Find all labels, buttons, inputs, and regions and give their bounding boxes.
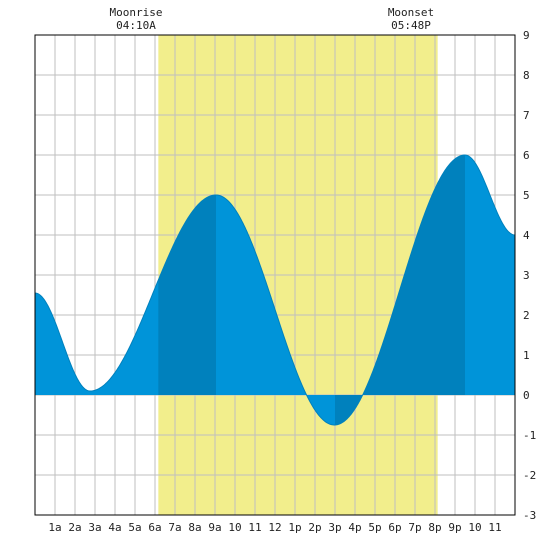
- x-tick-label: 10: [228, 521, 241, 534]
- x-tick-label: 5a: [128, 521, 141, 534]
- x-tick-label: 4a: [108, 521, 121, 534]
- x-tick-label: 12: [268, 521, 281, 534]
- moonset-time: 05:48P: [391, 19, 431, 32]
- x-tick-label: 6p: [388, 521, 401, 534]
- x-tick-label: 10: [468, 521, 481, 534]
- y-tick-label: 7: [523, 109, 530, 122]
- y-tick-label: -3: [523, 509, 536, 522]
- tide-line: [34, 154, 516, 426]
- plot-frame: [34, 34, 516, 516]
- y-tick-label: 2: [523, 309, 530, 322]
- x-tick-label: 11: [248, 521, 261, 534]
- y-tick-label: 8: [523, 69, 530, 82]
- y-tick-label: -2: [523, 469, 536, 482]
- y-tick-label: 4: [523, 229, 530, 242]
- x-tick-label: 2a: [68, 521, 81, 534]
- moon-annotations: Moonrise 04:10A Moonset 05:48P: [110, 6, 435, 32]
- x-tick-label: 7p: [408, 521, 421, 534]
- moonset-title: Moonset: [388, 6, 434, 19]
- x-tick-label: 2p: [308, 521, 321, 534]
- tide-area-shaded-1: [158, 195, 216, 395]
- y-tick-label: 0: [523, 389, 530, 402]
- y-tick-label: 1: [523, 349, 530, 362]
- x-tick-label: 3p: [328, 521, 341, 534]
- x-tick-label: 6a: [148, 521, 161, 534]
- x-tick-label: 8p: [428, 521, 441, 534]
- tide-area-series: [34, 154, 516, 426]
- moonrise-time: 04:10A: [116, 19, 156, 32]
- x-tick-label: 5p: [368, 521, 381, 534]
- plot-border: [34, 34, 516, 516]
- x-axis-tick-labels: 1a 2a 3a 4a 5a 6a 7a 8a 9a 10 11 12 1p 2p 3p 4p 5p 6p 7p 8p…: [48, 521, 501, 534]
- x-tick-label: 4p: [348, 521, 361, 534]
- y-tick-label: 9: [523, 29, 530, 42]
- x-tick-label: 8a: [188, 521, 201, 534]
- x-tick-label: 3a: [88, 521, 101, 534]
- x-tick-label: 9p: [448, 521, 461, 534]
- x-tick-label: 1p: [288, 521, 301, 534]
- moonrise-title: Moonrise: [110, 6, 163, 19]
- x-tick-label: 11: [488, 521, 501, 534]
- y-axis-tick-labels: -3 -2 -1 0 1 2 3 4 5 6 7 8 9: [523, 29, 536, 522]
- x-tick-label: 9a: [208, 521, 221, 534]
- y-tick-label: -1: [523, 429, 536, 442]
- y-tick-label: 5: [523, 189, 530, 202]
- x-tick-label: 7a: [168, 521, 181, 534]
- y-tick-label: 3: [523, 269, 530, 282]
- y-tick-label: 6: [523, 149, 530, 162]
- x-tick-label: 1a: [48, 521, 61, 534]
